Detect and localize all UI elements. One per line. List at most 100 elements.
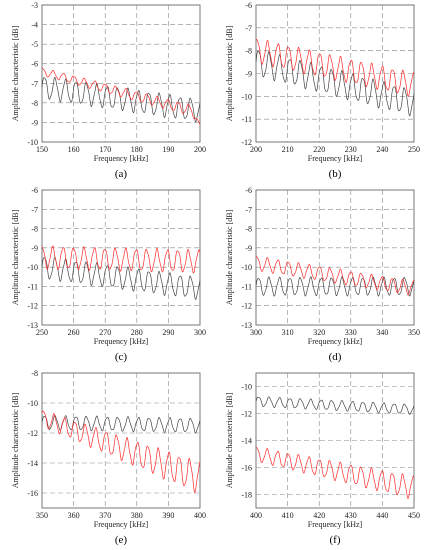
x-tick-label: 250 [408,145,420,154]
plot-frame [255,189,415,326]
y-tick-label: -5 [31,40,38,49]
x-tick-label: 200 [250,145,262,154]
series-line-1 [41,256,201,300]
y-tick-label: -7 [31,79,38,88]
y-tick-label: -9 [245,244,252,253]
x-tick-label: 430 [345,511,357,520]
y-tick-label: -8 [245,47,252,56]
x-tick-label: 170 [99,145,111,154]
y-tick-label: -9 [31,244,38,253]
x-tick-label: 230 [345,145,357,154]
x-tick-label: 320 [313,328,325,337]
series-line-1 [255,276,415,297]
y-tick-label: -6 [245,186,252,195]
x-tick-label: 330 [345,328,357,337]
x-tick-label: 280 [131,328,143,337]
chart-panel-b: 200 210 220 230 240 250 -6 -7 -8 -9 -10 -11 -12 Frequ… [225,1,420,180]
chart-panel-e: 350 360 370 380 390 400 -8 -10 -12 -14 -16 Frequenc… [11,369,206,546]
chart-panel-a: 150 160 170 180 190 200 -3 -4 -5 -6 -7 -8 -9 -10 Frequ… [11,1,206,180]
panel-caption: (e) [115,534,128,546]
y-tick-label: -6 [31,60,38,69]
series-line-2 [255,39,415,97]
series-line-1 [41,414,201,434]
y-axis-label: Amplitude characteristic [dB] [225,209,234,305]
plot-frame [41,4,201,143]
y-tick-label: -11 [28,282,38,291]
plot-frame [255,372,415,509]
x-tick-label: 270 [99,328,111,337]
y-tick-label: -11 [242,282,252,291]
x-tick-label: 410 [282,511,294,520]
y-tick-label: -10 [241,92,252,101]
x-axis-label: Frequency [kHz] [94,337,149,346]
x-tick-label: 350 [408,328,420,337]
chart-panel-c: 250 260 270 280 290 300 -6 -7 -8 -9 -10 -11 -12 -13 Fr… [11,186,206,363]
x-tick-label: 180 [131,145,143,154]
y-tick-label: -11 [242,115,252,124]
y-tick-label: -6 [31,186,38,195]
y-tick-label: -4 [31,21,38,30]
plot-frame [255,4,415,143]
y-tick-label: -12 [27,429,38,438]
y-tick-label: -13 [241,321,252,330]
x-axis-label: Frequency [kHz] [94,154,149,163]
y-axis-label: Amplitude characteristic [dB] [11,392,20,488]
x-axis-label: Frequency [kHz] [308,520,363,529]
y-axis-label: Amplitude characteristic [dB] [11,25,20,121]
x-tick-label: 450 [408,511,420,520]
y-tick-label: -10 [27,138,38,147]
y-tick-label: -16 [241,464,252,473]
x-tick-label: 250 [36,328,48,337]
series-line-2 [41,245,201,274]
y-tick-label: -12 [241,138,252,147]
x-axis-label: Frequency [kHz] [308,337,363,346]
y-tick-label: -8 [31,99,38,108]
y-tick-label: -7 [31,205,38,214]
x-tick-label: 160 [68,145,80,154]
x-tick-label: 240 [376,145,388,154]
plot-frame [41,189,201,326]
x-tick-label: 310 [282,328,294,337]
y-tick-label: -12 [241,302,252,311]
panel-caption: (f) [330,534,341,546]
y-tick-label: -9 [31,118,38,127]
y-tick-label: -7 [245,24,252,33]
y-tick-label: -8 [245,225,252,234]
x-tick-label: 300 [194,328,206,337]
y-tick-label: -12 [241,410,252,419]
y-tick-label: -10 [27,399,38,408]
x-tick-label: 290 [162,328,174,337]
y-tick-label: -10 [27,263,38,272]
x-tick-label: 400 [250,511,262,520]
x-tick-label: 200 [194,145,206,154]
y-axis-label: Amplitude characteristic [dB] [225,392,234,488]
y-tick-label: -12 [27,302,38,311]
series-line-2 [255,446,415,499]
plot-frame [41,372,201,509]
x-tick-label: 220 [313,145,325,154]
y-tick-label: -3 [31,1,38,10]
panel-caption: (a) [115,168,128,180]
y-tick-label: -13 [27,321,38,330]
x-tick-label: 340 [376,328,388,337]
chart-panel-d: 300 310 320 330 340 350 -6 -7 -8 -9 -10 -11 -12 -13 Fr… [225,186,420,363]
x-tick-label: 360 [68,511,80,520]
panel-caption: (c) [115,351,128,363]
x-tick-label: 420 [313,511,325,520]
x-tick-label: 380 [131,511,143,520]
series-line-1 [41,76,201,123]
series-line-2 [41,67,201,125]
y-tick-label: -6 [245,1,252,10]
panel-caption: (d) [329,351,342,363]
x-tick-label: 260 [68,328,80,337]
y-tick-label: -16 [27,489,38,498]
series-line-1 [255,50,415,117]
x-tick-label: 370 [99,511,111,520]
x-tick-label: 150 [36,145,48,154]
x-tick-label: 350 [36,511,48,520]
y-tick-label: -7 [245,205,252,214]
x-axis-label: Frequency [kHz] [308,154,363,163]
x-tick-label: 390 [162,511,174,520]
x-tick-label: 300 [250,328,262,337]
